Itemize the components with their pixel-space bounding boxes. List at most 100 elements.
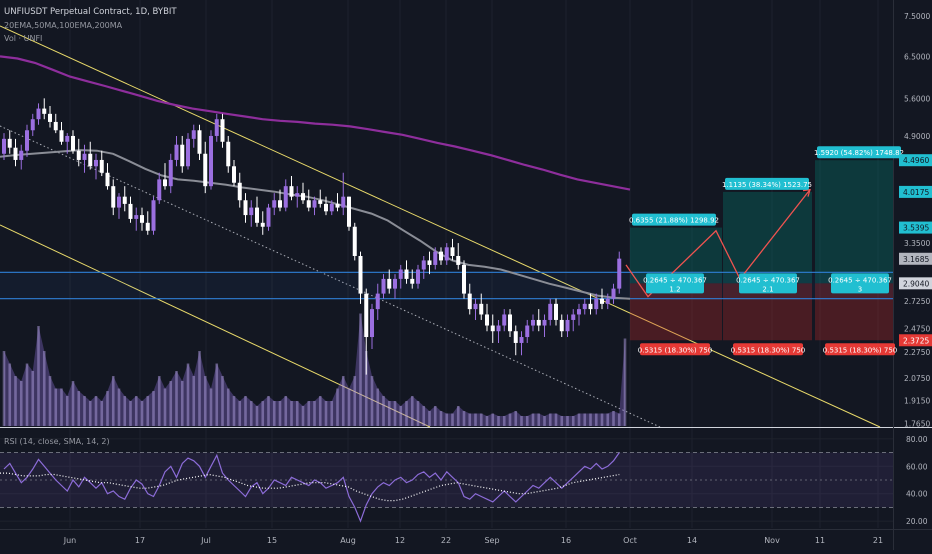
candle-body (335, 203, 340, 208)
candle-body (255, 207, 259, 223)
channel-mid-line (0, 125, 661, 428)
candle-body (571, 314, 576, 320)
volume-bar (290, 401, 293, 426)
candle-body (381, 278, 386, 294)
volume-bar (83, 396, 86, 426)
candle-body (174, 144, 179, 160)
volume-bar (600, 413, 604, 426)
entry-label-box (646, 273, 704, 294)
candle-body (272, 200, 277, 208)
x-tick-label: 12 (395, 536, 405, 545)
candle-body (76, 150, 81, 160)
target-label-box (725, 177, 809, 190)
x-tick-label: 21 (873, 536, 883, 545)
stop-label-text: 0.5315 (18.30%) 750 (731, 346, 805, 354)
candle-body (479, 303, 484, 315)
stop-label-box (733, 343, 803, 356)
volume-bar (612, 411, 615, 426)
candle-body (140, 215, 144, 223)
volume-bar (267, 396, 270, 426)
candle-body (128, 203, 133, 219)
x-tick-label: 11 (815, 536, 825, 545)
candle-body (450, 247, 455, 256)
volume-bar (157, 376, 161, 426)
target-label-text: 1.1135 (38.34%) 1523.75 (722, 181, 812, 189)
price-tag-label: 2.9040 (903, 279, 929, 288)
candle-body (82, 153, 87, 160)
y-tick-label: 6.5000 (904, 52, 930, 61)
volume-bar (387, 401, 391, 426)
volume-bar (31, 371, 35, 426)
long-position-tools (630, 160, 893, 341)
volume-bar (278, 401, 282, 426)
volume-label: Vol · UNFI (4, 34, 42, 43)
x-tick-label: 22 (441, 536, 451, 545)
volume-bar (192, 376, 196, 426)
entry-label-box (831, 273, 889, 294)
candle-body (617, 258, 622, 289)
target-zone (815, 160, 893, 284)
candle-body (295, 193, 300, 197)
volume-bar (428, 411, 431, 426)
candle-body (329, 203, 334, 212)
candle-body (203, 153, 208, 187)
entry-label-box (739, 273, 797, 294)
volume-bar (134, 396, 138, 426)
candle-body (186, 138, 190, 167)
candle-body (364, 293, 369, 338)
volume-bar (617, 413, 621, 426)
candle-body (542, 319, 547, 326)
volume-bar (330, 401, 334, 426)
volume-bar (19, 381, 23, 426)
candle-body (444, 247, 449, 261)
volume-bar (295, 401, 299, 426)
candle-body (105, 172, 110, 187)
volume-bar (370, 376, 374, 426)
volume-bar (531, 413, 535, 426)
candle-body (53, 121, 58, 131)
volume-bar (111, 376, 115, 426)
volume-bar (307, 401, 311, 426)
candle-body (151, 200, 156, 231)
target-label-box (632, 213, 716, 226)
volume-bar (261, 401, 265, 426)
volume-bar (364, 351, 368, 426)
x-tick-label: Aug (340, 536, 356, 545)
candle-body (427, 260, 432, 265)
candle-body (209, 135, 213, 187)
stop-label-text: 0.5315 (18.30%) 750 (638, 346, 712, 354)
candle-body (145, 222, 150, 231)
entry-label-text: 0.2645 ÷ 470.367 (643, 276, 707, 284)
volume-bar (456, 406, 460, 426)
candle-body (7, 138, 12, 148)
entry-label-text: 2.1 (762, 285, 773, 293)
y-tick-label: 2.4750 (904, 324, 930, 333)
volume-bar (525, 416, 529, 426)
volume-bar (244, 396, 247, 426)
candle-body (94, 159, 98, 167)
candle-body (456, 255, 461, 265)
candle-body (30, 119, 35, 131)
chart-title: UNFIUSDT Perpetual Contract, 1D, BYBIT (4, 7, 177, 17)
price-tag-label: 4.4960 (903, 156, 929, 165)
projection-path (625, 188, 811, 298)
candle-body (134, 215, 139, 219)
volume-bar (77, 391, 81, 426)
candle-body (71, 135, 75, 151)
candle-body (232, 166, 236, 183)
candle-body (577, 309, 581, 315)
volume-bar (255, 406, 259, 426)
candle-body (536, 319, 541, 326)
candle-body (605, 298, 610, 304)
candle-body (180, 144, 185, 167)
rsi-line (3, 452, 620, 523)
candle-body (347, 196, 351, 227)
price-tag (899, 334, 932, 347)
volume-bar (42, 351, 46, 426)
candle-body (312, 200, 317, 208)
volume-bar (129, 401, 132, 426)
candle-body (433, 251, 438, 265)
y-tick-label: 4.9000 (904, 132, 930, 141)
volume-bar (65, 396, 69, 426)
